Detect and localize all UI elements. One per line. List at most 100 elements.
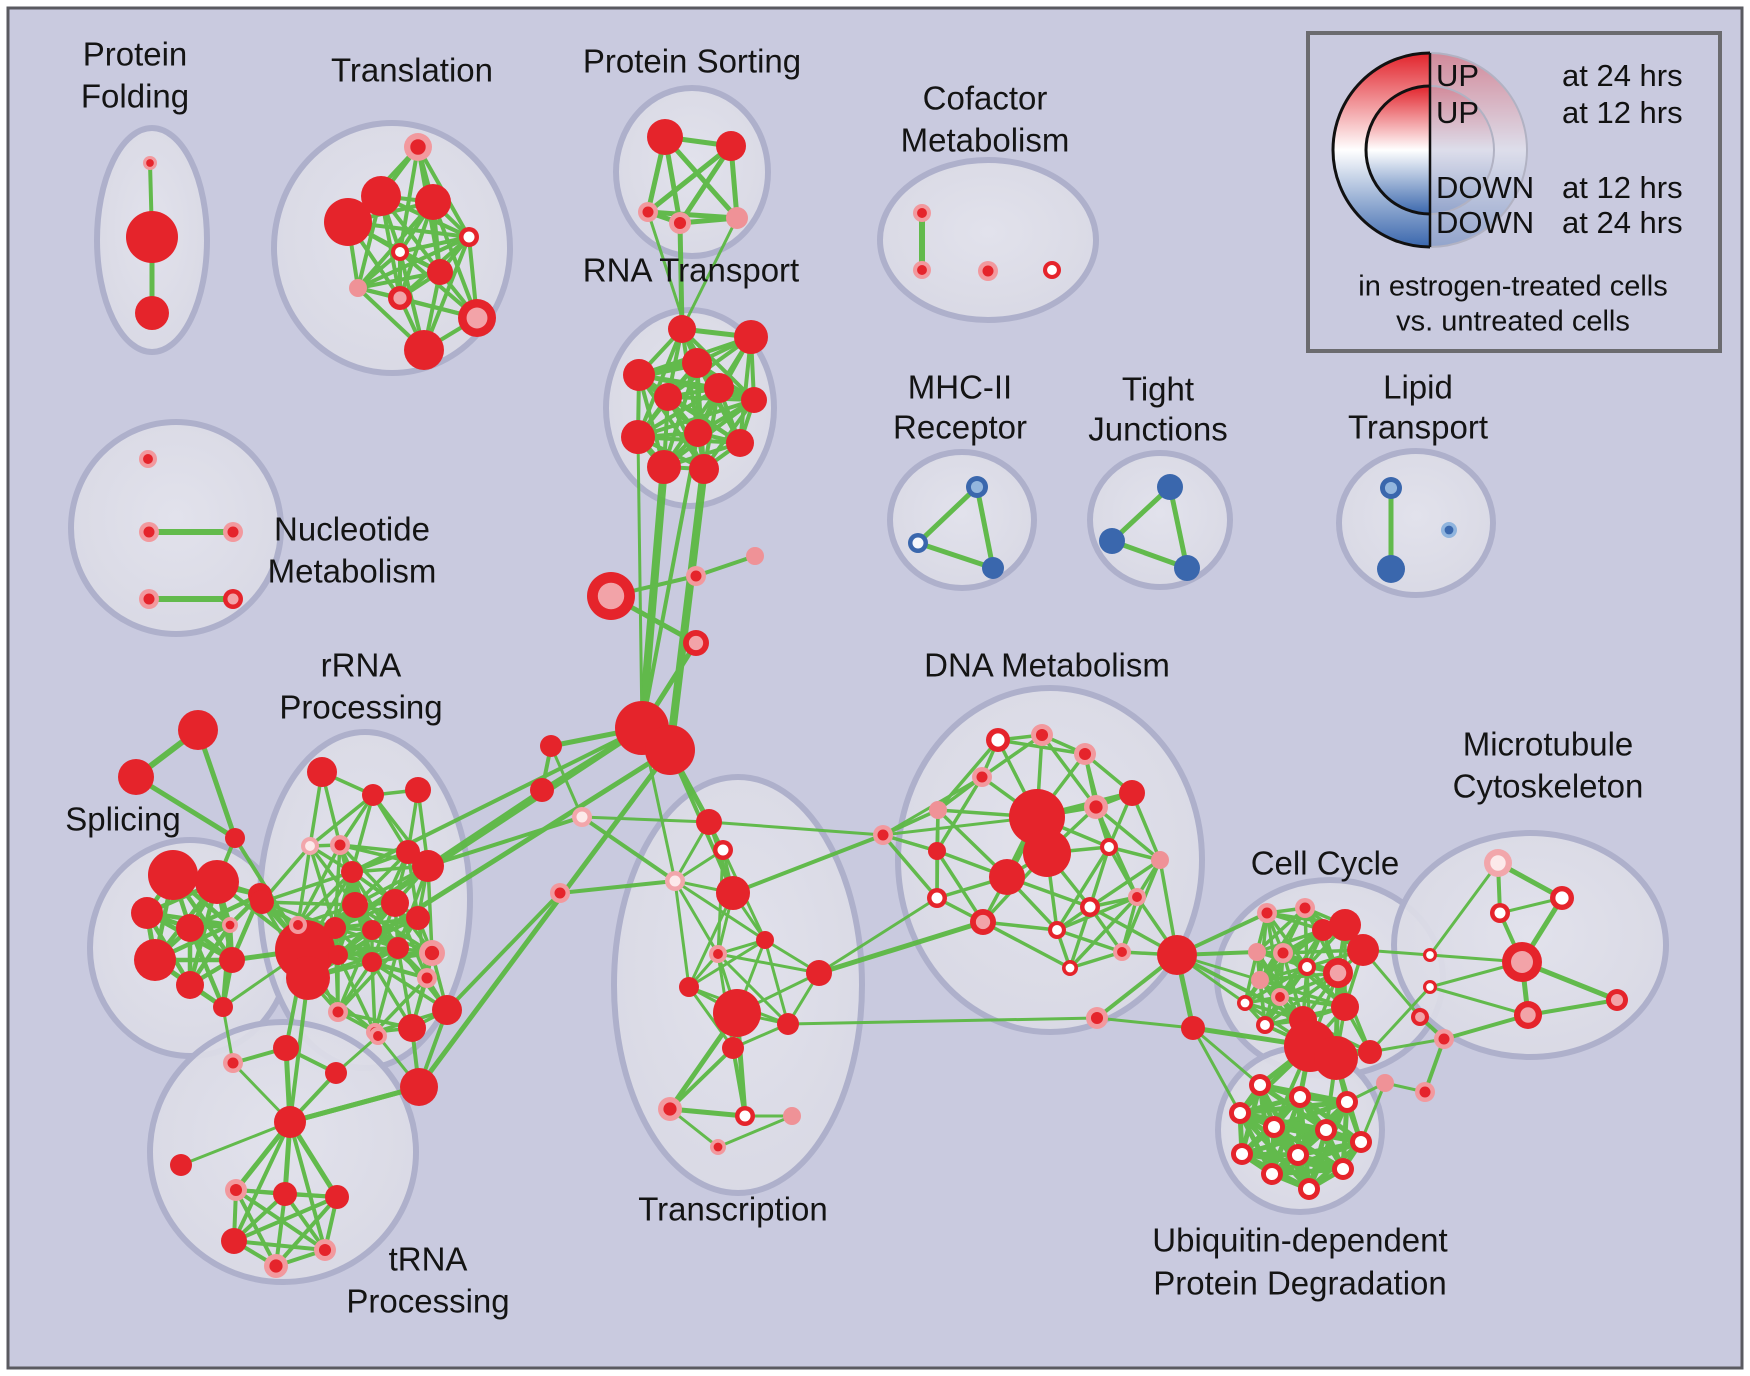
gene-node-ring (341, 861, 363, 883)
gene-node-ring (396, 840, 420, 864)
gene-node-ring (654, 383, 682, 411)
gene-node-core (688, 635, 704, 651)
gene-node-core (713, 1142, 723, 1152)
edge (638, 463, 668, 732)
gene-node-ring (704, 373, 734, 403)
edge (1088, 845, 1111, 909)
gene-node-ring (1181, 1016, 1205, 1040)
gene-node-ring (362, 784, 384, 806)
gene-node-core (466, 307, 488, 329)
gene-node-core (554, 887, 566, 899)
gene-node-core (1415, 1012, 1425, 1022)
gene-node-core (1253, 1078, 1267, 1092)
gene-node-core (1419, 1086, 1431, 1098)
gene-node-core (305, 841, 315, 851)
gene-node-core (1384, 481, 1398, 495)
edge (731, 833, 885, 895)
gene-node-core (1291, 1148, 1305, 1162)
gene-node-core (1233, 1106, 1247, 1120)
cluster-label-cofactor-metabolism: Metabolism (901, 122, 1070, 159)
edge (1175, 953, 1305, 1022)
cluster-label-trna-processing: Processing (346, 1283, 509, 1320)
edge (738, 335, 753, 445)
edge (336, 946, 400, 1014)
gene-node-core (334, 839, 346, 851)
gene-node-core (982, 265, 994, 277)
gene-node-core (1078, 747, 1092, 761)
gene-node-ring (530, 778, 554, 802)
edge (981, 920, 1072, 970)
gene-node-core (1302, 962, 1312, 972)
gene-node-ring (1312, 919, 1334, 941)
cluster-label-tight-junctions: Junctions (1088, 411, 1227, 448)
gene-node-core (1065, 963, 1075, 973)
gene-node-ring (756, 931, 774, 949)
legend-rings (1331, 51, 1430, 249)
edge (1428, 985, 1530, 1017)
gene-node-ring (349, 279, 367, 297)
edge (260, 900, 337, 930)
gene-node-core (1240, 998, 1250, 1008)
gene-node-ring (221, 1228, 247, 1254)
edge (232, 1195, 339, 1243)
edge (234, 1188, 278, 1268)
gene-node-core (1444, 525, 1454, 535)
edge (881, 833, 939, 900)
gene-node-core (1511, 951, 1533, 973)
gene-node-ring (273, 1182, 297, 1206)
gene-node-core (143, 454, 153, 464)
gene-node-core (146, 159, 154, 167)
gene-node-core (1035, 728, 1049, 742)
gene-node-core (1261, 907, 1273, 919)
edge (1068, 895, 1139, 970)
edge (915, 484, 980, 546)
edge (677, 220, 685, 332)
edge (288, 976, 310, 1124)
gene-node-ring (328, 945, 348, 965)
gene-node-core (1319, 1123, 1333, 1137)
gene-node-ring (689, 454, 719, 484)
edge (786, 1016, 1099, 1026)
gene-node-ring (989, 859, 1025, 895)
gene-node-ring (623, 359, 655, 391)
edge (731, 1046, 747, 1118)
gene-node-ring (1314, 1036, 1358, 1080)
edge (1094, 805, 1162, 862)
edge (935, 775, 984, 853)
gene-node-ring (668, 315, 696, 343)
gene-node-core (576, 811, 588, 823)
edge (1368, 985, 1432, 1054)
gene-node-ring (307, 757, 337, 787)
gene-node-ring (406, 906, 430, 930)
gene-node-core (143, 593, 155, 605)
edge (232, 1239, 327, 1252)
edge (1040, 733, 1098, 809)
gene-node-core (227, 593, 239, 605)
gene-node-core (1336, 1162, 1350, 1176)
edge (707, 820, 885, 837)
gene-node-ring (176, 914, 204, 942)
gene-node-ring (726, 207, 748, 229)
edge (287, 1084, 422, 1125)
gene-node-ring (682, 348, 712, 378)
edge (305, 747, 673, 981)
edge (308, 793, 375, 848)
edge (1088, 858, 1162, 909)
edge (687, 985, 735, 1050)
edge (1055, 928, 1124, 954)
gene-node-ring (929, 801, 947, 819)
edge (935, 849, 985, 924)
edge (296, 843, 342, 927)
gene-node-ring (684, 419, 712, 447)
edge (817, 896, 939, 975)
gene-node-ring (131, 897, 163, 929)
gene-node-ring (118, 759, 154, 795)
edge (636, 435, 644, 730)
gene-node-ring (324, 917, 346, 939)
gene-node-ring (286, 956, 330, 1000)
gene-node-ring (362, 952, 382, 972)
gene-node-ring (1099, 528, 1125, 554)
edge (179, 1120, 292, 1167)
gene-node-core (395, 247, 405, 257)
